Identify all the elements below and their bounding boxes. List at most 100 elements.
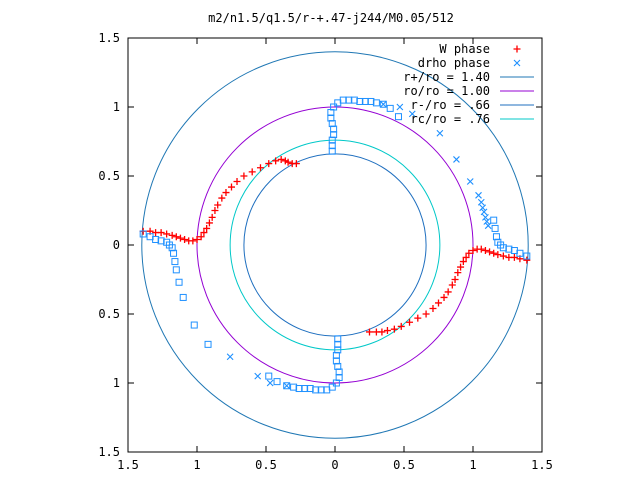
drho-phase-square-point: [170, 249, 178, 257]
chart-title: m2/n1.5/q1.5/r-+.47-j244/M0.05/512: [208, 11, 454, 25]
points-layer: [139, 96, 531, 394]
drho-phase-square-point: [372, 99, 380, 107]
w-phase-point: [390, 325, 398, 333]
w-phase-point: [448, 281, 456, 289]
w-phase-point: [163, 230, 171, 238]
w-phase-point: [189, 237, 197, 245]
drho-phase-point: [436, 129, 444, 137]
w-phase-point: [422, 310, 430, 318]
w-phase-point: [414, 314, 422, 322]
drho-phase-square-point: [265, 372, 273, 380]
w-phase-point: [465, 249, 473, 257]
drho-phase-square-point: [204, 340, 212, 348]
w-phase-point: [214, 201, 222, 209]
w-phase-point: [233, 178, 241, 186]
w-phase-point: [172, 233, 180, 241]
y-tick-label: 0.5: [98, 169, 120, 183]
drho-phase-point: [483, 218, 491, 225]
drho-phase-point: [254, 372, 262, 380]
w-phase-point: [383, 327, 391, 335]
x-tick-label: 0: [331, 458, 338, 472]
w-phase-point: [406, 318, 414, 326]
w-phase-point: [454, 269, 462, 277]
w-phase-point: [505, 253, 513, 261]
drho-phase-point: [379, 100, 387, 108]
drho-phase-square-point: [332, 379, 340, 387]
w-phase-point: [277, 155, 285, 163]
w-phase-point: [490, 249, 498, 257]
drho-phase-point: [408, 110, 416, 118]
w-phase-point: [168, 231, 176, 239]
w-phase-point: [284, 158, 292, 166]
w-phase-point: [486, 248, 494, 256]
w-phase-point: [203, 224, 211, 232]
y-tick-label: 0: [113, 238, 120, 252]
w-phase-point: [157, 229, 165, 237]
w-phase-point: [440, 293, 448, 301]
legend-marker: [513, 45, 521, 53]
drho-phase-square-point: [491, 224, 499, 232]
drho-phase-square-point: [179, 293, 187, 301]
w-phase-point: [176, 234, 184, 242]
circle-curve: [196, 106, 474, 384]
drho-phase-point: [226, 353, 234, 361]
w-phase-point: [499, 252, 507, 260]
w-phase-point: [469, 247, 477, 255]
legend-label: drho phase: [418, 56, 490, 70]
w-phase-point: [481, 247, 489, 255]
w-phase-point: [429, 304, 437, 312]
drho-phase-square-point: [139, 230, 147, 238]
y-tick-label: 0.5: [98, 307, 120, 321]
drho-phase-square-point: [171, 258, 179, 266]
w-phase-point: [248, 168, 256, 176]
w-phase-point: [205, 219, 213, 227]
drho-phase-point: [453, 156, 460, 163]
w-phase-point: [451, 276, 459, 283]
drho-phase-point: [466, 178, 474, 185]
drho-phase-point: [482, 214, 489, 221]
w-phase-point: [208, 213, 216, 221]
legend-label: r+/ro = 1.40: [403, 70, 490, 84]
w-phase-point: [366, 328, 373, 336]
drho-phase-square-point: [190, 321, 198, 329]
w-phase-point: [494, 251, 502, 259]
w-phase-point: [523, 256, 531, 264]
drho-phase-square-point: [175, 278, 183, 286]
drho-phase-point: [479, 204, 487, 212]
x-tick-label: 1: [193, 458, 200, 472]
w-phase-point: [272, 157, 280, 165]
drho-phase-square-point: [290, 383, 298, 391]
w-phase-point: [435, 299, 442, 307]
circle-curve: [243, 153, 427, 337]
w-phase-point: [240, 172, 248, 180]
w-phase-point: [256, 164, 264, 172]
legend-marker: [513, 59, 521, 67]
drho-phase-square-point: [379, 100, 387, 108]
w-phase-point: [211, 207, 219, 214]
legend-label: r-/ro = .66: [411, 98, 490, 112]
drho-phase-square-point: [172, 266, 180, 274]
x-tick-label: 0.5: [255, 458, 277, 472]
drho-phase-square-point: [283, 382, 291, 390]
drho-phase-point: [477, 198, 485, 206]
w-phase-point: [193, 235, 201, 243]
legend-label: rc/ro = .76: [411, 112, 490, 126]
y-tick-label: 1: [113, 100, 120, 114]
y-tick-label: 1.5: [98, 31, 120, 45]
drho-phase-square-point: [273, 378, 281, 386]
w-phase-point: [218, 194, 226, 202]
w-phase-point: [222, 189, 230, 197]
circle-curve: [229, 139, 441, 351]
w-phase-point: [459, 258, 467, 266]
w-phase-point: [200, 229, 208, 237]
drho-phase-point: [266, 379, 274, 387]
x-tick-label: 0.5: [393, 458, 415, 472]
w-phase-point: [473, 245, 481, 253]
legend-label: ro/ro = 1.00: [403, 84, 490, 98]
drho-phase-square-point: [330, 103, 338, 111]
w-phase-point: [292, 160, 300, 168]
y-tick-label: 1.5: [98, 445, 120, 459]
y-tick-label: 1: [113, 376, 120, 390]
